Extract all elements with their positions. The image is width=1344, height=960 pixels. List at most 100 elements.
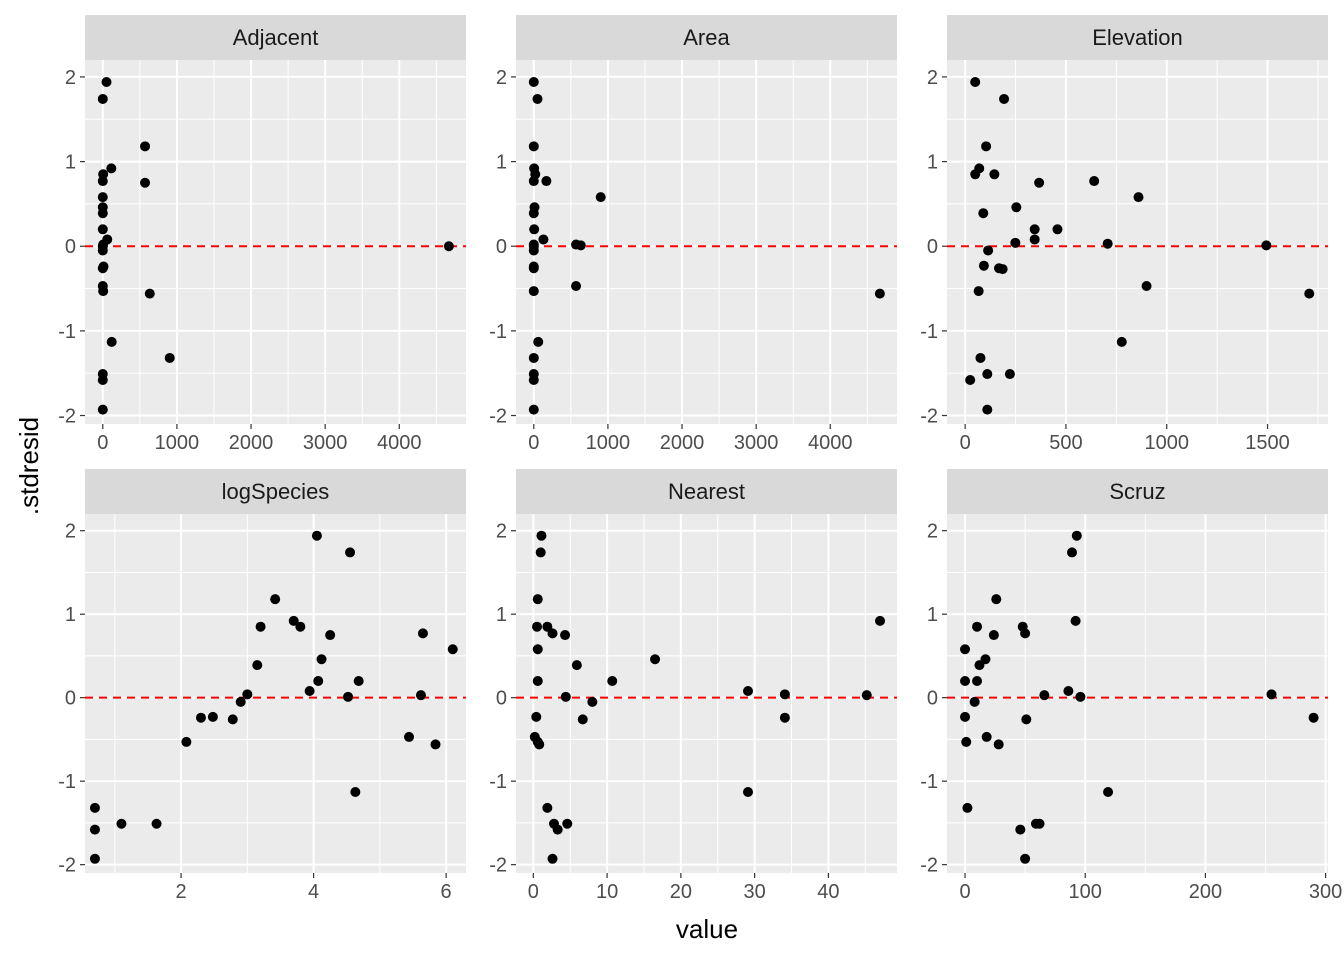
data-point (962, 802, 973, 813)
data-point (1075, 691, 1086, 702)
data-point (1011, 202, 1022, 213)
data-point (961, 736, 972, 747)
data-point (404, 731, 415, 742)
x-tick-label: 20 (670, 881, 692, 903)
data-point (295, 621, 306, 632)
data-point (965, 374, 976, 385)
data-point (973, 286, 984, 297)
x-tick-label: 2000 (229, 432, 274, 454)
data-point (982, 404, 993, 415)
data-point (587, 696, 598, 707)
data-point (991, 594, 1002, 605)
data-point (89, 802, 100, 813)
data-point (1141, 281, 1152, 292)
data-point (528, 352, 539, 363)
data-point (417, 628, 428, 639)
data-point (98, 286, 109, 297)
data-point (1102, 238, 1113, 249)
data-point (1261, 240, 1272, 251)
data-point (1020, 853, 1031, 864)
data-point (227, 714, 238, 725)
x-tick-label: 1500 (1245, 432, 1290, 454)
data-point (1052, 224, 1063, 235)
facet-elevation: Elevation -2 -1 0 1 2 0 500 1000 1500 (920, 15, 1328, 454)
data-point (779, 689, 790, 700)
data-point (447, 644, 458, 655)
data-point (1004, 369, 1015, 380)
data-point (151, 818, 162, 829)
data-point (531, 711, 542, 722)
panel-background (947, 60, 1328, 424)
data-point (325, 630, 336, 641)
data-points (960, 530, 1319, 864)
data-point (97, 374, 108, 385)
facet-strip-label: Adjacent (233, 25, 319, 50)
y-tick-label: 0 (496, 688, 507, 710)
y-tick-label: 0 (927, 236, 938, 258)
data-point (532, 675, 543, 686)
data-point (969, 696, 980, 707)
data-point (97, 263, 108, 274)
x-tick-label: 300 (1309, 881, 1342, 903)
facet-strip (516, 469, 897, 514)
y-tick-label: 2 (65, 67, 76, 89)
data-point (443, 241, 454, 252)
panel-background (947, 514, 1328, 873)
y-tick-label: 0 (65, 688, 76, 710)
x-tick-label: 4 (308, 881, 319, 903)
facet-strip (947, 15, 1328, 60)
data-point (535, 547, 546, 558)
y-tick-label: 1 (65, 152, 76, 174)
data-point (1034, 177, 1045, 188)
data-point (536, 530, 547, 541)
data-point (350, 787, 361, 798)
data-point (1021, 714, 1032, 725)
data-point (997, 264, 1008, 275)
data-point (988, 630, 999, 641)
data-point (993, 739, 1004, 750)
data-point (181, 736, 192, 747)
data-point (1020, 628, 1031, 639)
facet-strip-label: Scruz (1109, 479, 1165, 504)
y-tick-label: -1 (920, 321, 938, 343)
data-point (1116, 336, 1127, 347)
gridlines (85, 60, 466, 424)
y-tick-label: 2 (927, 67, 938, 89)
x-tick-label: 6 (441, 881, 452, 903)
y-tick-label: 2 (496, 521, 507, 543)
data-point (1071, 530, 1082, 541)
y-tick-label: 2 (496, 67, 507, 89)
y-tick-label: -2 (489, 406, 507, 428)
x-tick-label: 1000 (155, 432, 200, 454)
facet-area: Area -2 -1 0 1 2 0 1000 2000 3000 4000 (489, 15, 897, 454)
facet-logspecies: logSpecies -2 -1 0 1 2 2 4 6 (58, 469, 466, 903)
data-point (242, 689, 253, 700)
data-point (982, 369, 993, 380)
x-tick-label: 200 (1189, 881, 1222, 903)
data-point (97, 224, 108, 235)
data-point (140, 177, 151, 188)
gridlines (516, 514, 897, 873)
data-point (960, 711, 971, 722)
data-point (577, 714, 588, 725)
data-point (345, 547, 356, 558)
data-points (89, 530, 458, 864)
data-point (607, 675, 618, 686)
data-point (528, 208, 539, 219)
data-point (252, 660, 263, 671)
data-point (875, 615, 886, 626)
data-point (430, 739, 441, 750)
data-point (1029, 224, 1040, 235)
data-point (288, 615, 299, 626)
data-point (981, 731, 992, 742)
data-point (106, 163, 117, 174)
data-point (164, 352, 175, 363)
y-tick-label: 1 (65, 604, 76, 626)
data-point (97, 404, 108, 415)
data-point (316, 654, 327, 665)
data-point (528, 404, 539, 415)
data-point (528, 263, 539, 274)
data-point (1308, 712, 1319, 723)
data-point (1066, 547, 1077, 558)
